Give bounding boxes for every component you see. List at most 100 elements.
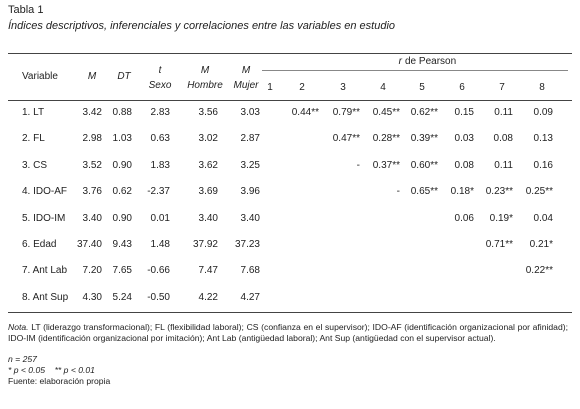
- table-cell: 0.04: [533, 212, 553, 224]
- table-cell: 0.23**: [485, 186, 513, 198]
- table-cell: 0.21*: [529, 239, 553, 250]
- column-header: Sexo: [148, 80, 172, 91]
- table-cell: 3.02: [198, 133, 218, 145]
- table-cell: 0.15: [454, 107, 474, 118]
- row-label: 8. Ant Sup: [22, 291, 69, 303]
- bottom-rule: [8, 312, 572, 313]
- table-cell: 3.96: [240, 186, 260, 198]
- row-label: 4. IDO-AF: [22, 186, 68, 198]
- table-cell: 0.71**: [485, 239, 513, 250]
- table-cell: 0.13: [533, 133, 553, 145]
- table-cell: 3.40: [240, 212, 260, 224]
- column-header: 4: [380, 82, 386, 93]
- table-cell: 7.20: [82, 265, 102, 277]
- row-label: 7. Ant Lab: [22, 265, 68, 277]
- table-cell: 0.44**: [291, 107, 319, 118]
- table-cell: 3.62: [198, 159, 218, 171]
- table-note: Nota. LT (liderazgo transformacional); F…: [8, 322, 568, 343]
- significance: * p < 0.05 ** p < 0.01: [8, 365, 95, 375]
- column-header: 2: [299, 82, 305, 93]
- table-cell: 3.42: [82, 107, 102, 118]
- table-cell: 3.40: [198, 212, 218, 224]
- table-cell: 0.08: [493, 133, 513, 145]
- table-cell: 0.01: [150, 212, 170, 224]
- row-label: 1. LT: [22, 107, 45, 118]
- top-rule: [8, 53, 572, 54]
- column-header: 8: [539, 82, 545, 93]
- table-cell: 4.30: [82, 291, 102, 303]
- table-cell: 0.39**: [410, 133, 438, 145]
- table-cell: 0.06: [454, 212, 474, 224]
- column-header: t: [158, 65, 162, 76]
- table-cell: 0.16: [533, 159, 553, 171]
- column-header: Variable: [22, 71, 58, 82]
- table-cell: 0.79**: [332, 107, 360, 118]
- table-cell: 37.23: [234, 239, 260, 250]
- table-cell: 0.62: [112, 186, 132, 198]
- group-header: de Pearson: [405, 56, 457, 67]
- sample-size: n = 257: [8, 354, 37, 364]
- table-cell: 0.37**: [372, 159, 400, 171]
- table-cell: 0.22**: [525, 265, 553, 277]
- table-cell: 4.22: [198, 291, 218, 303]
- table-cell: 0.18*: [450, 186, 474, 198]
- table-cell: 3.25: [240, 159, 260, 171]
- note-label: Nota.: [8, 322, 29, 332]
- table-cell: 0.60**: [410, 159, 438, 171]
- table-cell: 0.08: [454, 159, 474, 171]
- row-label: 5. IDO-IM: [22, 212, 66, 224]
- table-caption: Índices descriptivos, inferenciales y co…: [8, 20, 396, 32]
- table-cell: 0.63: [150, 133, 170, 145]
- column-header: Mujer: [233, 80, 259, 91]
- table-cell: 0.45**: [372, 107, 400, 118]
- column-header: 7: [499, 82, 505, 93]
- table-cell: 0.28**: [372, 133, 400, 145]
- table-number: Tabla 1: [8, 4, 44, 16]
- table-cell: 0.47**: [332, 133, 360, 145]
- group-header-symbol: r: [398, 56, 402, 67]
- table-cell: 1.03: [112, 133, 132, 145]
- column-header: 3: [340, 82, 346, 93]
- table-cell: 1.83: [150, 159, 170, 171]
- table-cell: 37.40: [76, 239, 102, 250]
- table-cell: 3.40: [82, 212, 102, 224]
- column-header: 6: [459, 82, 465, 93]
- table-cell: 0.11: [494, 159, 513, 171]
- row-label: 3. CS: [22, 159, 48, 171]
- group-rule: [262, 70, 568, 71]
- column-header: Hombre: [187, 80, 223, 91]
- column-header: 5: [419, 82, 425, 93]
- table-cell: 0.25**: [525, 186, 553, 198]
- table-cell: 3.69: [198, 186, 218, 198]
- column-header: M: [200, 65, 210, 76]
- table-cell: 0.62**: [410, 107, 438, 118]
- table-cell: 3.56: [198, 107, 218, 118]
- column-header: 1: [267, 82, 273, 93]
- table-cell: 2.87: [240, 133, 260, 145]
- table-cell: 0.65**: [410, 186, 438, 198]
- table-cell: 0.88: [112, 107, 132, 118]
- table-cell: 2.98: [82, 133, 102, 145]
- column-header: DT: [117, 71, 131, 82]
- table-cell: 7.68: [240, 265, 260, 277]
- source: Fuente: elaboración propia: [8, 376, 111, 386]
- row-label: 2. FL: [22, 133, 45, 145]
- table-cell: 5.24: [112, 291, 132, 303]
- table-cell: 7.47: [198, 265, 218, 277]
- table-cell: -: [356, 159, 360, 171]
- row-label: 6. Edad: [22, 239, 57, 250]
- table-cell: 4.27: [240, 291, 260, 303]
- table-cell: 37.92: [192, 239, 218, 250]
- note-text: LT (liderazgo transformacional); FL (fle…: [8, 322, 568, 343]
- column-header: M: [241, 65, 251, 76]
- table-cell: -0.50: [147, 291, 170, 303]
- table-cell: 2.83: [150, 107, 170, 118]
- table-cell: 0.90: [112, 212, 132, 224]
- table-cell: 3.76: [82, 186, 102, 198]
- table-cell: 0.11: [494, 107, 513, 118]
- table-cell: -2.37: [147, 186, 170, 198]
- table-cell: 3.03: [240, 107, 260, 118]
- column-header: M: [87, 71, 97, 82]
- table-cell: 3.52: [82, 159, 102, 171]
